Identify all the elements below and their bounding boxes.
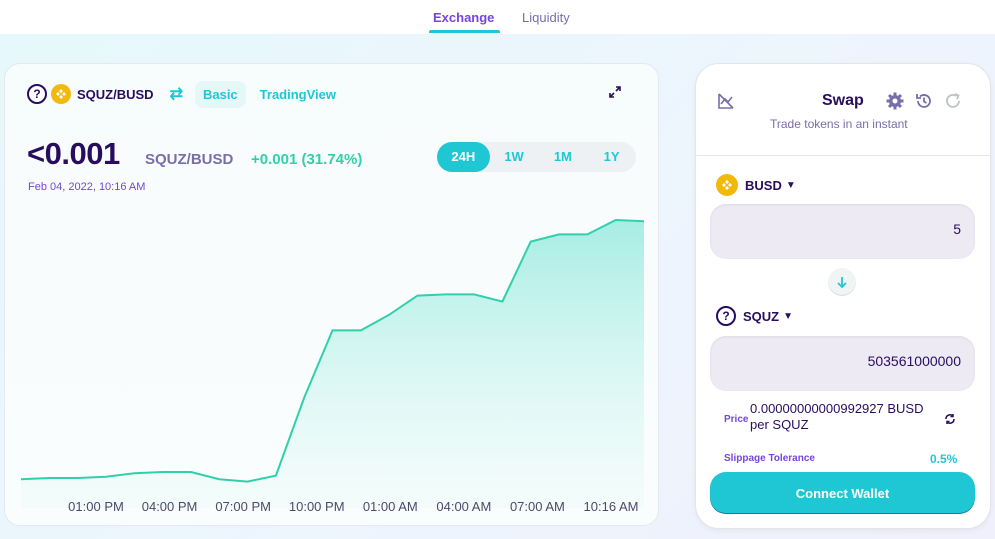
switch-direction-button[interactable] [828, 268, 856, 296]
x-tick-label: 01:00 AM [363, 499, 418, 514]
from-amount-box [710, 204, 975, 259]
gear-icon[interactable] [885, 91, 905, 111]
range-1w-button[interactable]: 1W [504, 149, 524, 164]
x-tick-label: 07:00 AM [510, 499, 565, 514]
from-token-symbol: BUSD [745, 177, 782, 193]
current-price: <0.001 [27, 136, 120, 171]
active-tab-indicator [429, 30, 500, 33]
swap-header: Swap Trade tokens in an instant [696, 64, 990, 156]
basic-view-button[interactable]: Basic [194, 80, 246, 108]
to-amount-box [710, 336, 975, 391]
busd-icon [51, 84, 71, 104]
refresh-icon[interactable] [943, 91, 963, 111]
history-icon[interactable] [914, 91, 934, 111]
to-token-symbol: SQUZ [743, 308, 780, 324]
chart-line [20, 218, 645, 483]
help-icon: ? [27, 84, 47, 104]
busd-icon [716, 174, 738, 196]
slippage-label: Slippage Tolerance [724, 453, 815, 464]
slippage-value[interactable]: 0.5% [930, 452, 958, 466]
x-tick-label: 04:00 PM [142, 499, 198, 514]
connect-wallet-button[interactable]: Connect Wallet [710, 472, 975, 514]
top-nav: Exchange Liquidity [0, 0, 995, 34]
help-icon: ? [716, 306, 736, 326]
price-date: Feb 04, 2022, 10:16 AM [28, 181, 146, 193]
pair-toolbar: ? SQUZ/BUSD ⇄ Basic TradingView [27, 80, 337, 108]
chart-area [21, 220, 644, 508]
from-token-selector[interactable]: BUSD ▼ [716, 174, 796, 196]
price-label: Price [724, 414, 749, 425]
arrow-down-icon [837, 277, 847, 289]
x-tick-label: 10:16 AM [584, 499, 639, 514]
x-tick-label: 01:00 PM [68, 499, 124, 514]
expand-icon[interactable] [607, 84, 623, 100]
price-chart-card: 01:00 PM 04:00 PM 07:00 PM 10:00 PM 01:00 AM… [4, 63, 659, 526]
range-24h-button[interactable]: 24H [437, 142, 490, 172]
from-amount-input[interactable] [741, 221, 961, 237]
x-tick-label: 10:00 PM [289, 499, 345, 514]
chart-off-icon[interactable] [716, 91, 736, 111]
to-amount-input[interactable] [741, 353, 961, 369]
swap-subtitle: Trade tokens in an instant [770, 117, 908, 131]
price-value: 0.00000000000992927 BUSD per SQUZ [750, 401, 924, 432]
price-change: +0.001 (31.74%) [251, 151, 363, 168]
swap-arrows-icon[interactable]: ⇄ [169, 86, 183, 103]
swap-title: Swap [822, 92, 864, 109]
to-token-selector[interactable]: ? SQUZ ▼ [716, 306, 793, 326]
chevron-down-icon: ▼ [783, 310, 794, 322]
price-pair-label: SQUZ/BUSD [145, 151, 234, 168]
range-1y-button[interactable]: 1Y [603, 149, 620, 164]
tab-liquidity[interactable]: Liquidity [522, 10, 570, 25]
pair-label: SQUZ/BUSD [77, 86, 154, 102]
range-selector: 24H 1W 1M 1Y [437, 142, 636, 172]
price-invert-icon[interactable] [944, 413, 956, 425]
tab-exchange[interactable]: Exchange [433, 10, 495, 25]
x-tick-label: 04:00 AM [436, 499, 491, 514]
swap-card: Swap Trade tokens in an instant BUSD ▼ [695, 63, 991, 529]
tradingview-button[interactable]: TradingView [259, 86, 337, 102]
chevron-down-icon: ▼ [785, 179, 796, 191]
price-chart: 01:00 PM 04:00 PM 07:00 PM 10:00 PM 01:00 AM… [20, 218, 645, 514]
x-tick-label: 07:00 PM [215, 499, 271, 514]
range-1m-button[interactable]: 1M [553, 149, 572, 164]
